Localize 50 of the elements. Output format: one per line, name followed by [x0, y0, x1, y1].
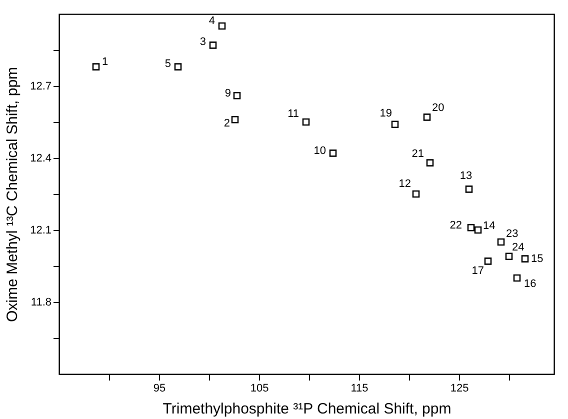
point	[218, 22, 226, 30]
y-axis-title: Oxime Methyl ¹³C Chemical Shift, ppm	[4, 66, 22, 322]
annotation: 23	[506, 228, 518, 240]
point	[329, 150, 337, 157]
x-tick-label: 95	[153, 382, 166, 394]
annotation: 15	[531, 252, 544, 265]
x-tick-label: 115	[350, 382, 368, 394]
point	[412, 190, 420, 198]
point	[233, 92, 241, 100]
point	[465, 186, 473, 193]
annotation: 1	[102, 56, 108, 68]
annotation: 2	[224, 118, 230, 130]
annotation: 12	[398, 178, 411, 190]
point	[302, 118, 310, 126]
annotation: 13	[460, 170, 472, 182]
point	[426, 159, 434, 166]
point	[92, 63, 100, 70]
point	[484, 258, 492, 265]
annotation: 14	[483, 220, 496, 232]
y-tick-label: 11.8	[30, 296, 52, 308]
annotation: 3	[200, 36, 206, 48]
point	[231, 116, 239, 124]
annotation: 9	[224, 88, 231, 100]
annotation: 16	[524, 278, 536, 290]
annotation: 22	[450, 220, 462, 232]
point	[423, 114, 431, 121]
y-tick-label: 12.4	[30, 152, 52, 164]
point	[505, 252, 513, 260]
point	[513, 274, 521, 282]
annotation: 20	[432, 102, 444, 114]
y-tick-label: 12.7	[30, 80, 52, 92]
x-tick-label: 125	[450, 382, 469, 394]
annotation: 11	[288, 108, 299, 120]
annotation: 19	[380, 107, 392, 120]
y-tick-label: 12.1	[30, 224, 52, 236]
annotation: 5	[164, 58, 171, 70]
x-axis-title: Trimethylphosphite ³¹P Chemical Shift, ppm	[162, 400, 452, 418]
annotation: 4	[208, 15, 215, 27]
point	[474, 226, 482, 234]
annotation: 10	[314, 145, 326, 158]
point	[391, 120, 399, 128]
point	[209, 42, 217, 49]
annotation: 17	[472, 265, 484, 278]
x-tick-label: 105	[250, 382, 269, 394]
point	[174, 63, 182, 70]
point	[497, 238, 505, 246]
point	[521, 255, 529, 262]
annotation: 24	[512, 241, 524, 254]
annotation: 21	[412, 148, 424, 160]
point	[467, 224, 475, 232]
